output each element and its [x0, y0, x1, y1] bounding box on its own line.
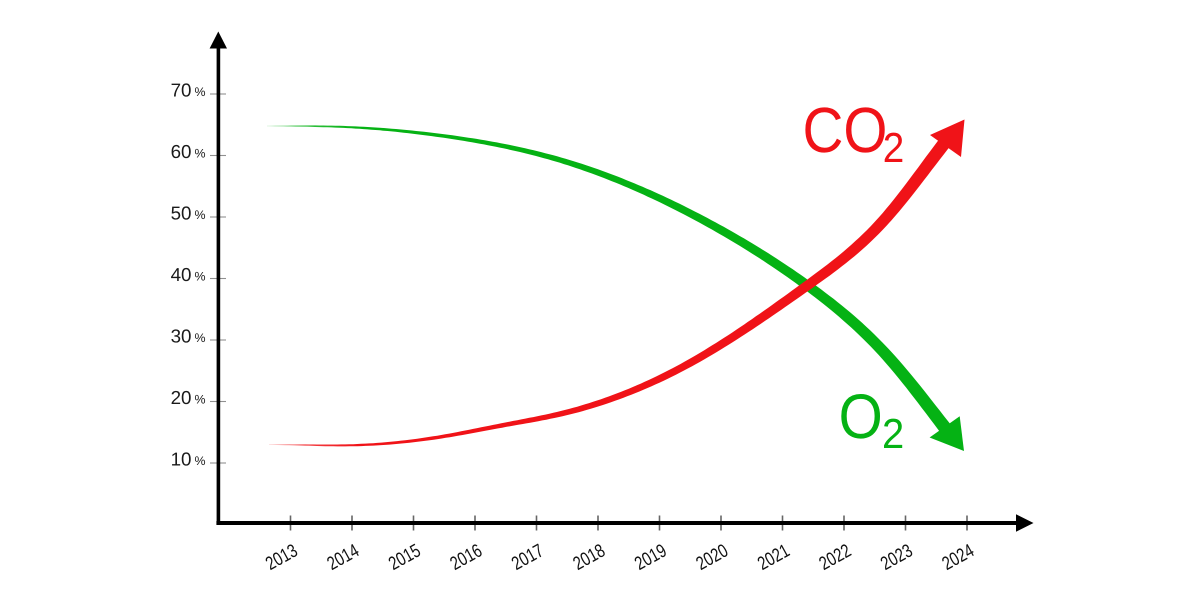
svg-text:CO: CO	[803, 94, 888, 166]
svg-text:10: 10	[171, 449, 192, 470]
svg-text:40: 40	[171, 264, 192, 285]
svg-text:20: 20	[171, 387, 192, 408]
svg-text:%: %	[195, 208, 206, 222]
svg-text:%: %	[195, 85, 206, 99]
svg-text:60: 60	[171, 141, 192, 162]
svg-text:2: 2	[882, 410, 904, 457]
svg-text:30: 30	[171, 326, 192, 347]
svg-text:%: %	[195, 331, 206, 345]
svg-text:%: %	[195, 393, 206, 407]
svg-text:%: %	[195, 454, 206, 468]
svg-text:%: %	[195, 270, 206, 284]
svg-text:%: %	[195, 147, 206, 161]
svg-text:50: 50	[171, 203, 192, 224]
svg-text:2: 2	[883, 124, 904, 171]
svg-text:O: O	[839, 382, 883, 452]
svg-text:70: 70	[171, 80, 192, 101]
